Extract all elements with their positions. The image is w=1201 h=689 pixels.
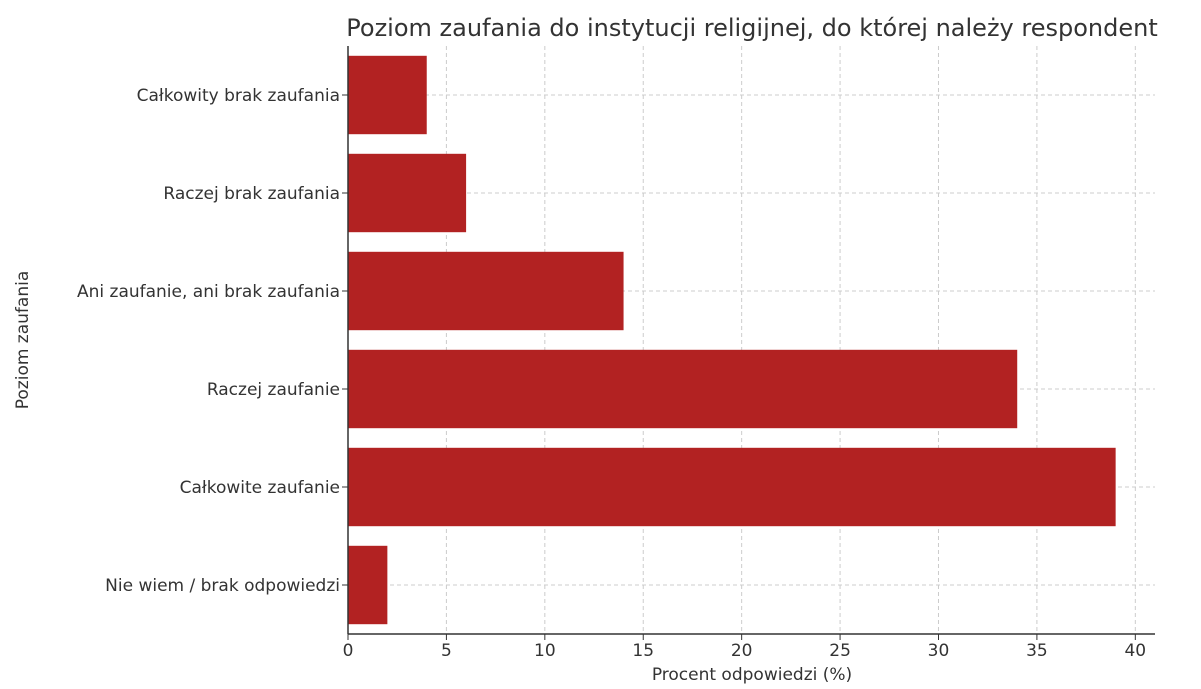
category-label: Całkowite zaufanie: [180, 478, 340, 498]
bar: [348, 55, 427, 135]
axes-layer: [347, 46, 1155, 635]
grid-layer: [347, 46, 1155, 634]
chart-title: Poziom zaufania do instytucji religijnej…: [346, 14, 1157, 42]
category-label: Raczej brak zaufania: [163, 184, 340, 204]
category-label: Nie wiem / brak odpowiedzi: [105, 576, 340, 596]
bar: [348, 251, 624, 331]
x-tick-label: 30: [928, 641, 950, 661]
bar: [348, 545, 388, 625]
category-labels-layer: Całkowity brak zaufania Raczej brak zaufa…: [77, 86, 340, 596]
x-tick-label: 0: [343, 641, 354, 661]
bar: [348, 447, 1116, 527]
x-tick-label: 20: [731, 641, 753, 661]
bar: [348, 153, 467, 233]
x-tick-label: 5: [441, 641, 452, 661]
y-axis-label: Poziom zaufania: [13, 271, 33, 410]
category-label: Raczej zaufanie: [207, 380, 340, 400]
category-label: Ani zaufanie, ani brak zaufania: [77, 282, 340, 302]
x-tick-label: 10: [534, 641, 556, 661]
bars-layer: [348, 55, 1116, 625]
x-tick-label: 25: [829, 641, 851, 661]
x-ticks-layer: 0 5 10 15 20 25 30 35 40: [342, 94, 1146, 661]
bar: [348, 349, 1018, 429]
x-tick-label: 35: [1026, 641, 1048, 661]
x-axis-label: Procent odpowiedzi (%): [652, 665, 852, 684]
x-tick-label: 15: [632, 641, 654, 661]
category-label: Całkowity brak zaufania: [137, 86, 340, 106]
x-tick-label: 40: [1124, 641, 1146, 661]
